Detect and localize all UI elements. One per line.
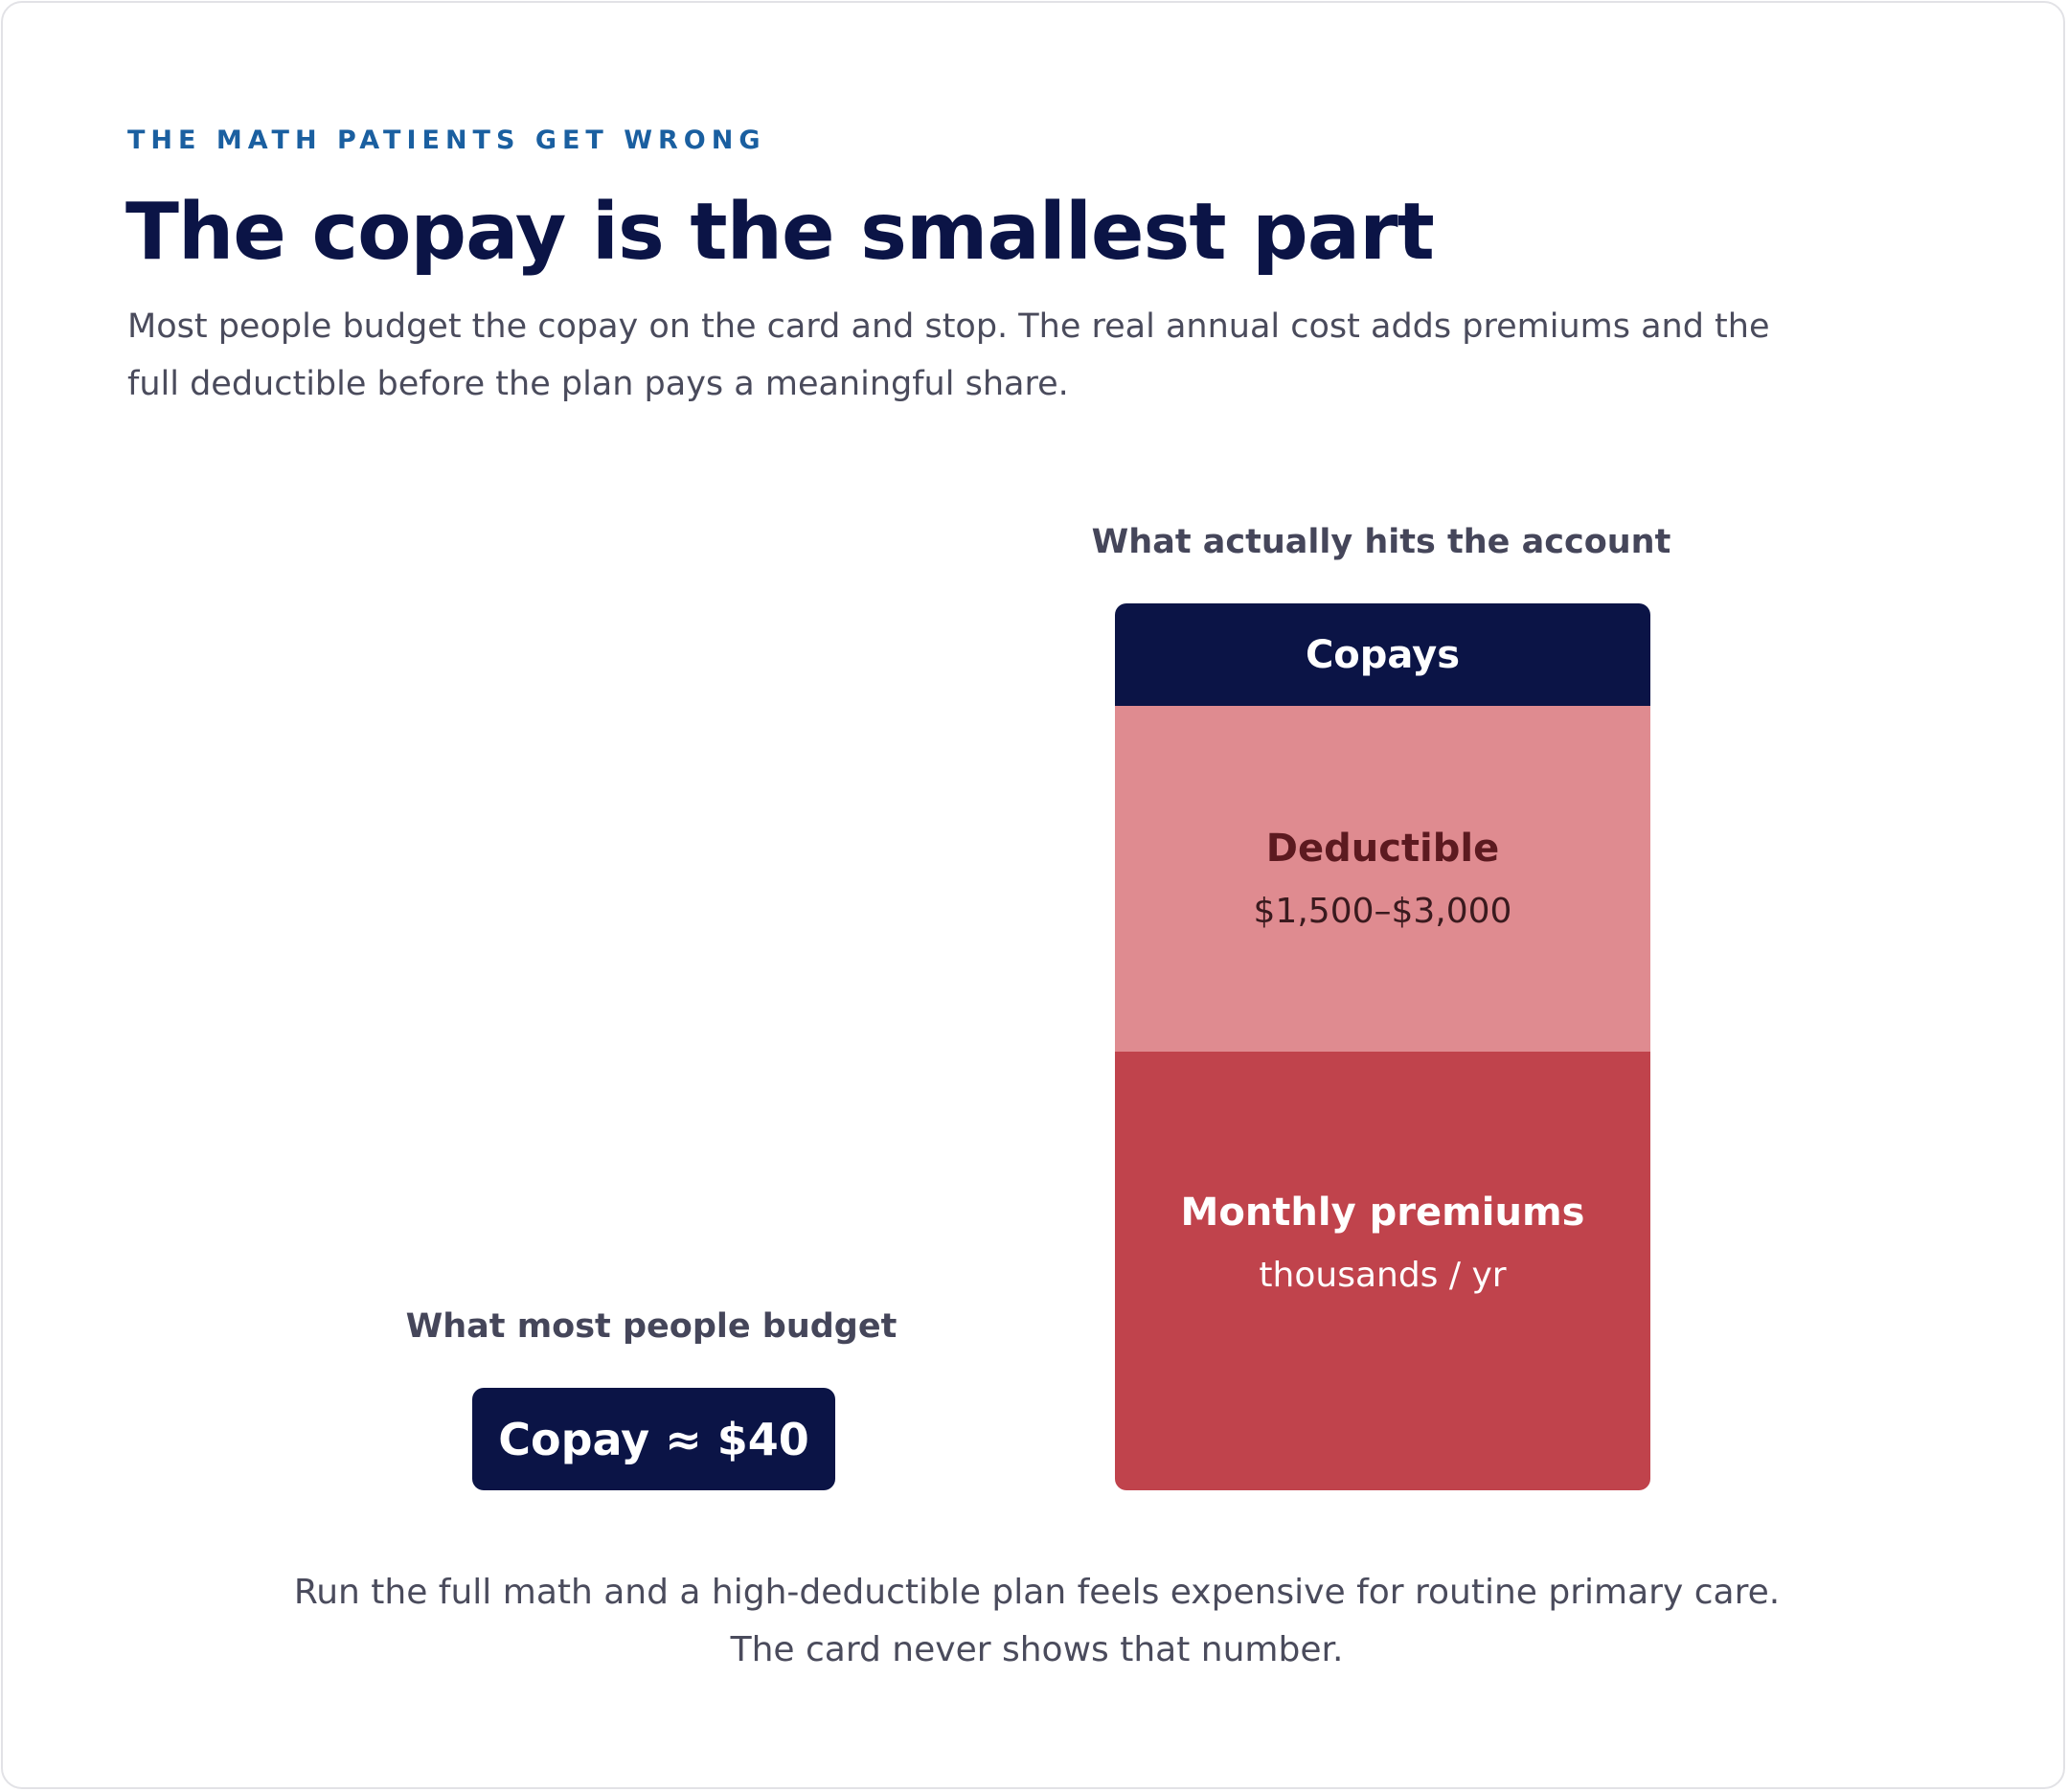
copay-box: Copay ≈ $40 — [472, 1388, 835, 1490]
footer-line: Run the full math and a high-deductible … — [293, 1573, 1781, 1612]
segment-detail: thousands / yr — [1259, 1255, 1507, 1295]
intro: Most people budget the copay on the card… — [127, 307, 1770, 403]
segment-copays: Copays — [1115, 603, 1650, 706]
segment-name: Monthly premiums — [1180, 1190, 1585, 1235]
title: The copay is the smallest part — [125, 187, 1435, 278]
segment-detail: $1,500–$3,000 — [1253, 892, 1512, 931]
segment-premiums: Monthly premiums thousands / yr — [1115, 1052, 1650, 1490]
segment-name: Copays — [1305, 632, 1461, 677]
eyebrow: THE MATH PATIENTS GET WRONG — [127, 125, 766, 155]
segment-deductible: Deductible $1,500–$3,000 — [1115, 706, 1650, 1052]
segment-name: Deductible — [1265, 827, 1500, 871]
cost-stack: Copays Deductible $1,500–$3,000 Monthly … — [1115, 603, 1650, 1490]
right-label: What actually hits the account — [1091, 523, 1671, 561]
footer-line: The card never shows that number. — [730, 1630, 1344, 1669]
left-label: What most people budget — [405, 1307, 898, 1346]
